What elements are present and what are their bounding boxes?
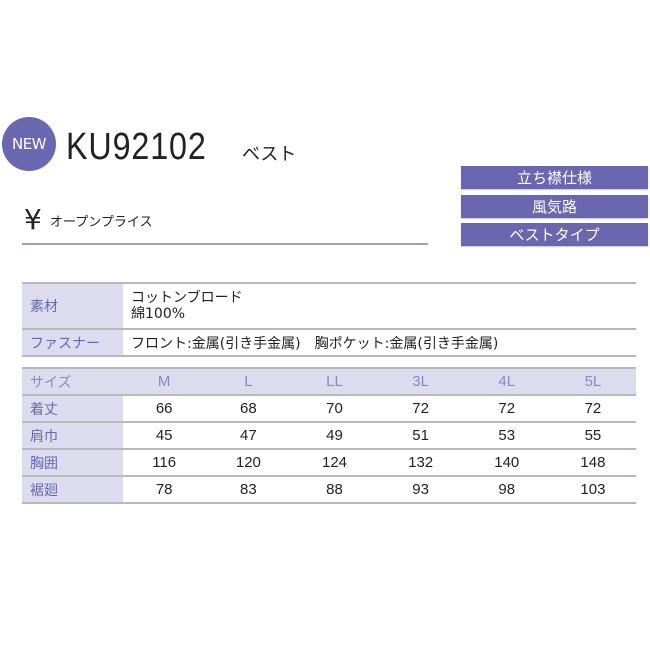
fastener-label: ファスナー [22, 329, 123, 357]
table-cell: 45 [123, 422, 206, 450]
table-cell: 93 [377, 476, 464, 504]
new-badge: NEW [2, 117, 56, 171]
table-cell: 78 [123, 476, 206, 504]
material-value: コットンブロード 綿100% [123, 283, 636, 330]
table-cell: 47 [205, 422, 292, 450]
material-label: 素材 [22, 283, 123, 330]
table-cell: 53 [463, 422, 550, 450]
product-code: KU92102 [66, 126, 207, 168]
size-column-header: 3L [377, 368, 464, 396]
table-cell: 49 [291, 422, 378, 450]
row-label: 裾廻 [22, 476, 123, 504]
table-row: 裾廻 78 83 88 93 98 103 [22, 476, 636, 504]
size-table: サイズ M L LL 3L 4L 5L 着丈 66 68 70 72 72 72 肩巾 45 47 49 51 53 5… [22, 367, 636, 504]
size-header: サイズ [22, 368, 123, 396]
row-label: 胸囲 [22, 449, 123, 477]
product-type: ベスト [242, 144, 297, 165]
table-cell: 88 [291, 476, 378, 504]
material-line: 綿100% [131, 306, 186, 322]
table-cell: 51 [377, 422, 464, 450]
table-cell: 116 [123, 449, 206, 477]
size-column-header: LL [291, 368, 378, 396]
table-cell: 68 [205, 395, 292, 423]
divider [22, 243, 428, 245]
fastener-value: フロント:金属(引き手金属) 胸ポケット:金属(引き手金属) [123, 329, 636, 357]
table-row: 肩巾 45 47 49 51 53 55 [22, 422, 636, 450]
table-cell: 83 [205, 476, 292, 504]
table-cell: 66 [123, 395, 206, 423]
table-row: 胸囲 116 120 124 132 140 148 [22, 449, 636, 477]
row-label: 着丈 [22, 395, 123, 423]
table-cell: 103 [549, 476, 636, 504]
spec-table: 素材 コットンブロード 綿100% ファスナー フロント:金属(引き手金属) 胸ポ… [22, 282, 636, 357]
feature-tag: 立ち襟仕様 [461, 166, 648, 189]
table-cell: 140 [463, 449, 550, 477]
feature-tag: ベストタイプ [461, 223, 648, 246]
table-cell: 55 [549, 422, 636, 450]
material-line: コットンブロード [131, 290, 243, 306]
size-column-header: M [123, 368, 206, 396]
yen-symbol: ¥ [24, 203, 42, 236]
table-row: 着丈 66 68 70 72 72 72 [22, 395, 636, 423]
row-label: 肩巾 [22, 422, 123, 450]
size-column-header: 5L [549, 368, 636, 396]
table-cell: 124 [291, 449, 378, 477]
feature-tag: 風気路 [461, 195, 648, 218]
table-cell: 72 [377, 395, 464, 423]
table-cell: 70 [291, 395, 378, 423]
size-column-header: L [205, 368, 292, 396]
table-cell: 98 [463, 476, 550, 504]
price: オープンプライス [50, 215, 153, 230]
table-cell: 148 [549, 449, 636, 477]
table-cell: 120 [205, 449, 292, 477]
table-cell: 132 [377, 449, 464, 477]
table-cell: 72 [549, 395, 636, 423]
table-cell: 72 [463, 395, 550, 423]
size-column-header: 4L [463, 368, 550, 396]
